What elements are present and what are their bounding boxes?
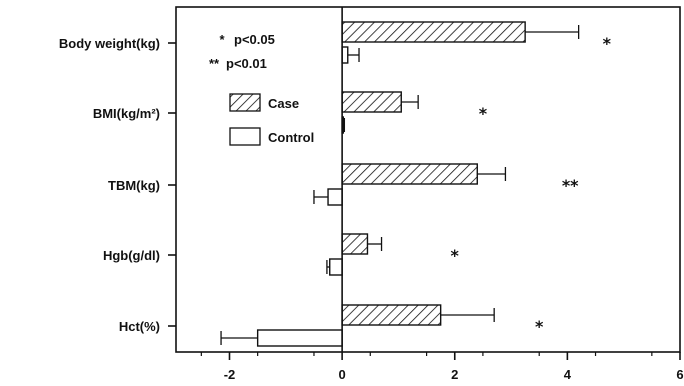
category-label: TBM(kg) bbox=[108, 178, 160, 193]
case-legend-label: Case bbox=[268, 96, 299, 111]
control-legend-swatch bbox=[229, 127, 261, 146]
legend-significance-text: p<0.05 bbox=[234, 32, 275, 47]
category-label: Hct(%) bbox=[119, 319, 160, 334]
category-label: Hgb(g/dl) bbox=[103, 248, 160, 263]
legend-significance-symbol: * bbox=[219, 32, 225, 47]
case-bar bbox=[341, 91, 402, 113]
significance-marker: * bbox=[603, 34, 612, 53]
significance-marker: ** bbox=[562, 176, 579, 195]
control-bar bbox=[341, 46, 349, 64]
legend-significance-text: p<0.01 bbox=[226, 56, 267, 71]
x-tick-label: -2 bbox=[224, 367, 236, 382]
control-bar bbox=[329, 258, 343, 276]
x-tick-label: 0 bbox=[339, 367, 346, 382]
case-bar bbox=[341, 163, 478, 185]
x-tick-label: 6 bbox=[676, 367, 683, 382]
case-legend-swatch bbox=[229, 93, 261, 112]
significance-marker: * bbox=[535, 317, 544, 336]
case-bar bbox=[341, 233, 369, 255]
control-bar bbox=[256, 329, 343, 347]
category-label: BMI(kg/m²) bbox=[93, 106, 160, 121]
control-bar bbox=[327, 188, 343, 206]
case-bar bbox=[341, 304, 442, 326]
legend-significance-symbol: ** bbox=[209, 56, 220, 71]
significance-marker: * bbox=[479, 104, 488, 123]
category-label: Body weight(kg) bbox=[59, 36, 160, 51]
legend: * p<0.05 ** p<0.01 Case Control bbox=[209, 32, 314, 146]
x-tick-label: 4 bbox=[564, 367, 572, 382]
control-legend-label: Control bbox=[268, 130, 314, 145]
plot-frame bbox=[175, 6, 681, 353]
case-bar bbox=[341, 21, 526, 43]
significance-marker: * bbox=[451, 246, 460, 265]
x-tick-label: 2 bbox=[451, 367, 458, 382]
